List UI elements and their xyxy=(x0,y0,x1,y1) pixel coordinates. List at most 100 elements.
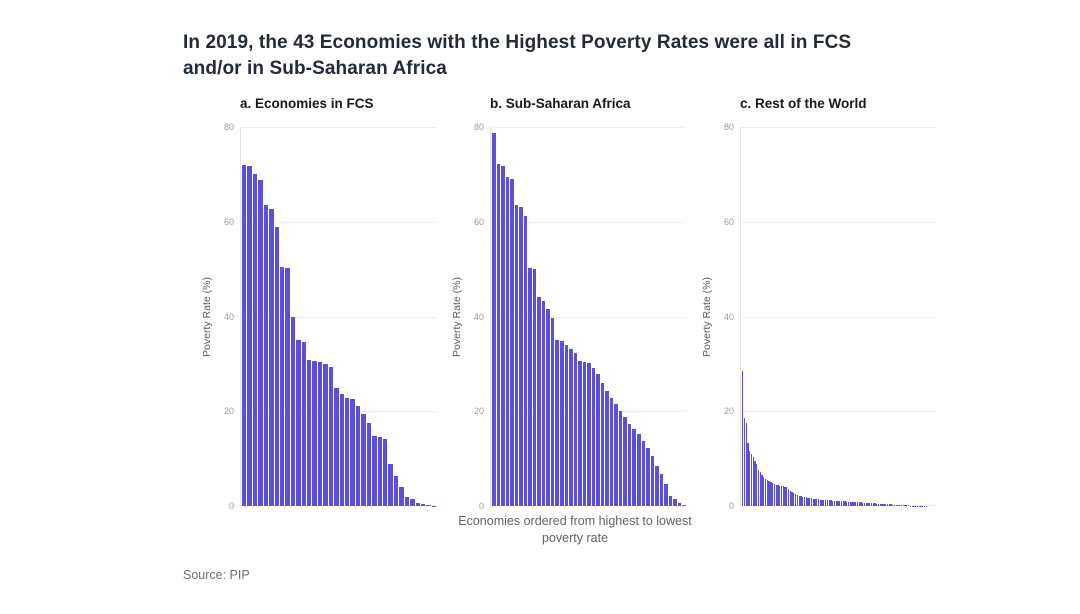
plot-wrap-b: Poverty Rate (%) 0 20 40 60 80 xyxy=(450,122,700,511)
bar xyxy=(555,340,559,506)
bar xyxy=(833,500,836,506)
bar xyxy=(814,498,816,506)
plot-area-c xyxy=(740,127,936,506)
bar xyxy=(812,498,814,506)
bar xyxy=(839,501,841,506)
bar xyxy=(759,471,761,506)
bar xyxy=(290,317,296,506)
bar xyxy=(885,504,887,506)
bar xyxy=(858,502,860,506)
bar xyxy=(677,503,682,506)
bar xyxy=(350,398,355,506)
figure-title-line1: In 2019, the 43 Economies with the Highe… xyxy=(183,32,852,53)
bar xyxy=(366,422,372,506)
bar xyxy=(764,478,767,506)
bar xyxy=(856,502,859,506)
bar xyxy=(876,503,878,506)
bar xyxy=(564,345,569,506)
bar xyxy=(609,398,614,506)
bar xyxy=(496,164,501,506)
bar xyxy=(377,437,382,506)
bar xyxy=(892,504,894,506)
gridline xyxy=(741,221,936,223)
bar xyxy=(361,414,366,506)
bar xyxy=(800,496,802,506)
bar xyxy=(787,488,790,506)
bar xyxy=(879,503,881,506)
bar xyxy=(780,486,783,506)
bar xyxy=(766,479,768,506)
y-tick-label: 80 xyxy=(473,122,484,132)
bar xyxy=(618,410,623,506)
y-ticks-b: 0 20 40 60 80 xyxy=(464,122,490,511)
bar xyxy=(510,178,514,506)
bar xyxy=(587,362,591,506)
bar xyxy=(274,227,279,506)
x-axis-caption-line2: poverty rate xyxy=(541,531,608,545)
bar xyxy=(501,165,505,506)
bar xyxy=(869,503,871,506)
chart-panel-a: a. Economies in FCS Poverty Rate (%) 0 20 40… xyxy=(200,94,450,511)
bar xyxy=(860,502,862,506)
plot-wrap-c: Poverty Rate (%) 0 20 40 60 80 xyxy=(700,122,950,511)
bar xyxy=(863,502,866,506)
bar xyxy=(492,132,496,506)
bar xyxy=(546,308,550,506)
bar xyxy=(782,486,784,506)
bar xyxy=(393,476,399,506)
bar xyxy=(844,501,846,506)
bar xyxy=(673,499,677,506)
bar xyxy=(846,501,848,506)
bar xyxy=(750,453,753,506)
bar xyxy=(886,504,889,506)
bar xyxy=(772,483,774,506)
y-axis-label-col-c: Poverty Rate (%) xyxy=(700,127,714,506)
y-tick-label: 20 xyxy=(723,406,734,417)
bar xyxy=(803,497,806,506)
bar xyxy=(372,435,377,506)
panels-row: a. Economies in FCS Poverty Rate (%) 0 20 40… xyxy=(200,94,963,511)
bar xyxy=(768,481,770,506)
chart-panel-b: b. Sub-Saharan Africa Poverty Rate (%) 0 20… xyxy=(450,94,700,511)
bar xyxy=(773,484,776,506)
bar xyxy=(775,484,777,506)
bar xyxy=(791,492,793,506)
y-tick-label: 0 xyxy=(728,501,734,511)
bar xyxy=(893,504,896,506)
bar xyxy=(637,434,641,506)
bar xyxy=(605,390,609,506)
bar xyxy=(763,476,765,506)
y-tick-label: 80 xyxy=(223,122,234,132)
bar xyxy=(826,500,829,506)
bar xyxy=(550,318,555,506)
y-axis-label-b: Poverty Rate (%) xyxy=(451,276,463,357)
bar xyxy=(823,499,825,506)
bar xyxy=(339,394,345,506)
bar xyxy=(532,269,537,506)
bar xyxy=(578,360,582,506)
bar xyxy=(528,267,532,506)
bar xyxy=(832,500,834,506)
bar xyxy=(867,502,869,506)
bar xyxy=(784,486,786,506)
bar xyxy=(756,464,758,506)
bars-b xyxy=(492,127,686,506)
bar xyxy=(883,504,885,506)
bar xyxy=(420,504,426,506)
bar xyxy=(743,417,746,506)
bar xyxy=(279,266,285,506)
bar xyxy=(505,176,510,506)
bar xyxy=(559,341,564,506)
bar xyxy=(410,499,415,506)
bar xyxy=(742,371,744,506)
plot-area-b xyxy=(490,127,686,506)
bar xyxy=(840,501,843,506)
y-tick-label: 20 xyxy=(223,406,234,417)
panel-title-a: a. Economies in FCS xyxy=(240,96,374,111)
bar xyxy=(802,496,804,506)
bar xyxy=(779,485,781,506)
bar xyxy=(523,216,528,506)
bar xyxy=(426,505,431,506)
bar xyxy=(807,497,809,506)
bar xyxy=(285,268,290,506)
